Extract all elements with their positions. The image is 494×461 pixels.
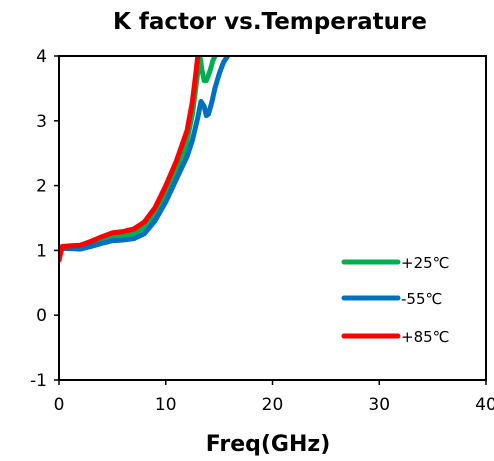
legend-label-0: +25℃ bbox=[401, 254, 450, 272]
x-tick-label-3: 30 bbox=[368, 395, 390, 415]
x-tick-label-0: 0 bbox=[54, 395, 65, 415]
x-axis-label: Freq(GHz) bbox=[206, 432, 331, 457]
y-tick-label-1: 0 bbox=[36, 306, 47, 326]
x-tick-label-2: 20 bbox=[262, 395, 284, 415]
x-tick-label-4: 40 bbox=[475, 395, 494, 415]
chart-title: K factor vs.Temperature bbox=[113, 9, 427, 35]
y-tick-label-4: 3 bbox=[36, 112, 47, 132]
series-line-2 bbox=[59, 56, 201, 263]
series-layer bbox=[59, 56, 231, 263]
y-tick-label-2: 1 bbox=[36, 241, 47, 261]
series-line-1 bbox=[59, 56, 231, 259]
legend-label-2: +85℃ bbox=[401, 328, 450, 346]
y-tick-label-0: -1 bbox=[30, 371, 47, 391]
legend-label-1: -55℃ bbox=[401, 290, 442, 308]
y-tick-label-5: 4 bbox=[36, 47, 47, 67]
legend: +25℃ -55℃ +85℃ bbox=[341, 254, 450, 346]
y-tick-label-3: 2 bbox=[36, 177, 47, 197]
x-tick-label-1: 10 bbox=[155, 395, 177, 415]
